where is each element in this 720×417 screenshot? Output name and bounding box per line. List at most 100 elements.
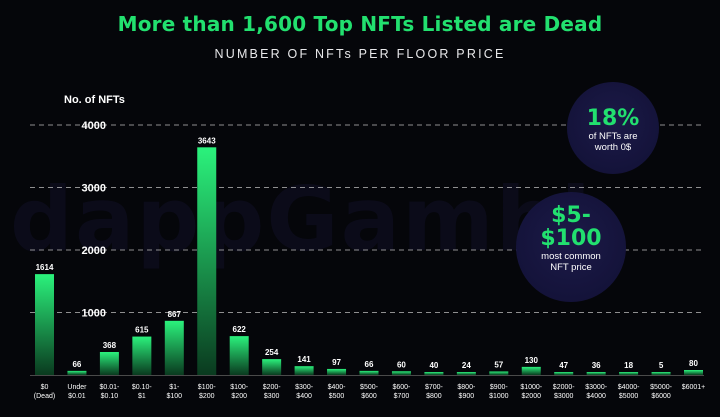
category-label-1-1: $0.01	[68, 393, 86, 400]
bar-2	[99, 352, 119, 375]
category-label-13-0: $800-	[457, 384, 476, 391]
category-label-17-0: $3000-	[585, 384, 607, 391]
chart-title: More than 1,600 Top NFTs Listed are Dead	[117, 12, 603, 36]
value-label-6: 622	[233, 325, 247, 334]
category-label-3-1: $1	[138, 393, 146, 400]
bar-3	[132, 336, 152, 375]
category-label-0-0: $0	[41, 384, 49, 391]
common-price-callout: $5- $100 most common NFT price	[516, 192, 626, 302]
value-label-16: 47	[559, 361, 568, 370]
category-label-15-0: $1000-	[520, 384, 542, 391]
category-label-15-1: $2000	[522, 393, 542, 400]
bar-18	[619, 372, 639, 375]
category-label-13-1: $900	[459, 393, 475, 400]
category-label-20-0: $6001+	[682, 384, 706, 391]
bar-7	[262, 359, 282, 375]
value-label-12: 40	[429, 361, 438, 370]
category-label-18-1: $5000	[619, 393, 639, 400]
category-label-19-0: $5000-	[650, 384, 672, 391]
category-label-19-1: $6000	[651, 393, 671, 400]
value-label-5: 3643	[198, 136, 216, 145]
common-caption-1: most common	[541, 251, 601, 263]
category-label-11-1: $700	[394, 393, 410, 400]
bars	[35, 147, 703, 375]
bar-8	[294, 366, 314, 375]
bar-5	[197, 147, 217, 375]
category-label-14-0: $900-	[490, 384, 509, 391]
value-label-19: 5	[659, 361, 664, 370]
value-label-11: 60	[397, 360, 406, 369]
category-label-10-0: $500-	[360, 384, 379, 391]
category-labels: $0 (Dead) Under $0.01 $0.01- $0.10 $0.10- $1 $1-…	[34, 384, 705, 400]
category-label-2-1: $0.10	[101, 393, 119, 400]
category-label-17-1: $4000	[586, 393, 606, 400]
bar-16	[554, 372, 574, 375]
category-label-18-0: $4000-	[618, 384, 640, 391]
category-label-6-1: $200	[231, 393, 247, 400]
category-label-3-0: $0.10-	[132, 384, 153, 391]
value-label-8: 141	[297, 355, 311, 364]
y-tick-4000: 4000	[82, 120, 106, 132]
category-label-8-1: $400	[296, 393, 312, 400]
value-label-18: 18	[624, 361, 633, 370]
y-tick-2000: 2000	[82, 245, 106, 257]
common-caption-2: NFT price	[550, 262, 592, 274]
bar-13	[456, 372, 476, 375]
value-label-4: 867	[168, 310, 182, 319]
y-axis-ticks: 1000 2000 3000 4000	[82, 120, 106, 320]
category-label-1-0: Under	[67, 384, 87, 391]
common-price-1: $5-	[551, 203, 591, 228]
category-label-14-1: $1000	[489, 393, 509, 400]
value-label-1: 66	[72, 360, 81, 369]
dead-percent: 18%	[586, 106, 640, 131]
bar-4	[164, 320, 184, 375]
bar-15	[521, 366, 541, 375]
category-label-8-0: $300-	[295, 384, 314, 391]
value-label-7: 254	[265, 348, 279, 357]
chart-subtitle: NUMBER OF NFTs PER FLOOR PRICE	[214, 47, 506, 61]
common-price-2: $100	[540, 226, 602, 252]
value-label-20: 80	[689, 359, 698, 368]
category-label-5-1: $200	[199, 393, 215, 400]
dead-caption-2: worth 0$	[594, 141, 632, 153]
bar-12	[424, 372, 444, 375]
value-labels: 1614 66 368 615 867 3643 622 254 141 97 66 60 40 24 57…	[36, 136, 699, 370]
value-label-10: 66	[365, 360, 374, 369]
category-label-5-0: $100-	[198, 384, 217, 391]
y-tick-3000: 3000	[82, 183, 106, 195]
category-label-16-1: $3000	[554, 393, 574, 400]
bar-1	[67, 370, 87, 375]
value-label-13: 24	[462, 361, 471, 370]
dead-caption-1: of NFTs are	[588, 131, 638, 142]
category-label-11-0: $600-	[392, 384, 411, 391]
category-label-7-1: $300	[264, 393, 280, 400]
value-label-9: 97	[332, 358, 341, 367]
category-label-9-1: $500	[329, 393, 345, 400]
value-label-14: 57	[494, 360, 503, 369]
category-label-6-0: $100-	[230, 384, 249, 391]
value-label-3: 615	[135, 326, 149, 335]
category-label-12-1: $800	[426, 393, 442, 400]
bar-20	[684, 370, 703, 375]
bar-0	[35, 274, 54, 375]
bar-17	[586, 372, 606, 375]
category-label-2-0: $0.01-	[99, 384, 120, 391]
category-label-10-1: $600	[361, 393, 377, 400]
category-label-16-0: $2000-	[553, 384, 575, 391]
category-label-7-0: $200-	[263, 384, 282, 391]
value-label-15: 130	[525, 356, 539, 365]
bar-6	[229, 336, 249, 375]
bar-11	[391, 371, 411, 375]
category-label-9-0: $400-	[328, 384, 347, 391]
y-axis-label: No. of NFTs	[64, 94, 125, 106]
category-label-0-1: (Dead)	[34, 393, 55, 400]
bar-9	[327, 368, 347, 375]
bar-14	[489, 371, 509, 375]
category-label-12-0: $700-	[425, 384, 444, 391]
value-label-2: 368	[103, 341, 117, 350]
bar-19	[651, 372, 671, 375]
value-label-0: 1614	[36, 263, 54, 272]
category-label-4-1: $100	[167, 393, 183, 400]
bar-10	[359, 370, 379, 375]
y-tick-1000: 1000	[82, 308, 106, 320]
